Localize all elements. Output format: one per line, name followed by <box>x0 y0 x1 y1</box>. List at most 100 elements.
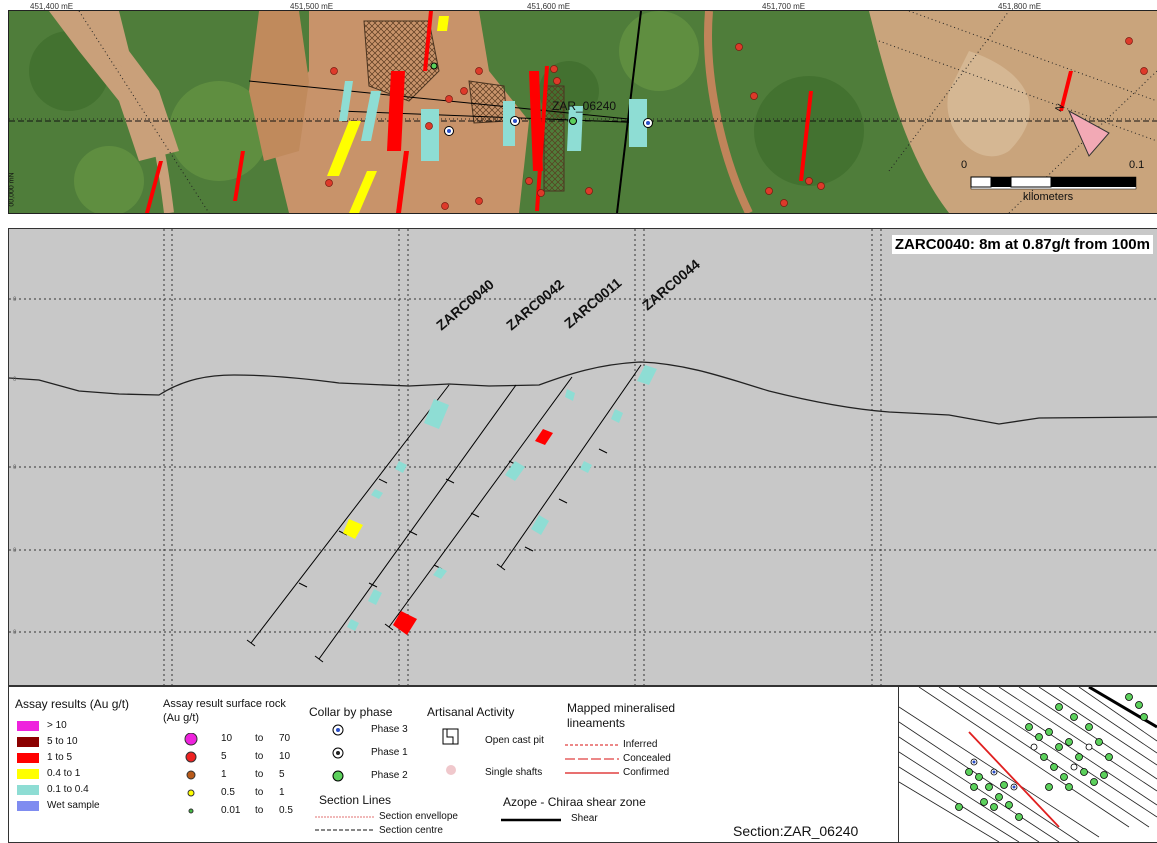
section-grid <box>9 229 1157 685</box>
assay-swatch <box>17 737 39 747</box>
assay-label: 0.4 to 1 <box>47 768 81 779</box>
drillhole-traces <box>250 364 642 660</box>
assay-label: Wet sample <box>47 800 100 811</box>
surface-to: to <box>255 769 264 780</box>
assay-intervals <box>343 365 657 635</box>
northing-label: 00,000 mN <box>8 172 16 207</box>
lineament-symbols <box>565 744 619 774</box>
section-line-symbols <box>315 816 375 831</box>
map-grid <box>9 11 1157 213</box>
surface-to: to <box>255 751 264 762</box>
surface-upper: 0.5 <box>279 805 293 816</box>
surface-symbols <box>184 733 198 814</box>
collar-symbols <box>332 724 344 782</box>
assay-swatch <box>17 769 39 779</box>
collar-legend-title: Collar by phase <box>309 705 393 719</box>
surface-from: 1 <box>221 769 227 780</box>
assay-bars <box>145 11 1073 213</box>
assay-swatch <box>17 785 39 795</box>
section-line-label: Section envellope <box>379 811 458 822</box>
inset-collars-phase3 <box>972 760 1016 789</box>
easting-label: 451,600 mE <box>527 2 571 11</box>
collar-label: Phase 3 <box>371 724 408 735</box>
section-lines-title: Section Lines <box>319 793 392 807</box>
assay-label: 0.1 to 0.4 <box>47 784 89 795</box>
svg-text:0: 0 <box>13 377 17 383</box>
easting-label: 451,400 mE <box>30 2 74 11</box>
inset-shear <box>1088 687 1157 729</box>
surface-from: 0.5 <box>221 787 235 798</box>
surface-samples <box>325 37 1148 210</box>
assay-swatch <box>17 721 39 731</box>
surface-to: to <box>255 805 264 816</box>
cross-section-svg: 0 0 0 0 0 <box>9 229 1157 685</box>
aerial-map-svg: N <box>9 11 1157 213</box>
easting-label: 451,500 mE <box>290 2 334 11</box>
assay-label: 1 to 5 <box>47 752 73 763</box>
north-arrow: N <box>1054 102 1110 157</box>
inset-map[interactable] <box>898 686 1157 843</box>
surface-from: 10 <box>221 733 233 744</box>
surface-to: to <box>255 733 264 744</box>
inset-collars-phase <box>970 743 1093 791</box>
surface-upper: 1 <box>279 787 285 798</box>
svg-text:0: 0 <box>13 465 17 471</box>
aerial-map[interactable]: N 0 0.1 kilometers ZAR_06240 00,000 mN <box>8 10 1157 214</box>
lineament-label: Concealed <box>623 753 671 764</box>
inset-section-lines <box>899 687 1157 842</box>
elevation-ticks: 0 0 0 0 0 <box>13 297 17 636</box>
collar-label: Phase 2 <box>371 770 408 781</box>
section-line-label: Section centre <box>379 825 443 836</box>
surface-from: 0.01 <box>221 805 241 816</box>
road <box>704 11 753 213</box>
surface-upper: 10 <box>279 751 291 762</box>
topography-line <box>9 361 1157 425</box>
svg-text:N: N <box>1054 102 1067 114</box>
assay-swatch <box>17 801 39 811</box>
inset-lineament <box>968 731 1060 828</box>
scale-max: 0.1 <box>1129 159 1145 171</box>
easting-label: 451,800 mE <box>998 2 1042 11</box>
artisanal-symbols <box>442 728 459 775</box>
assay-legend-title: Assay results (Au g/t) <box>15 697 130 711</box>
assay-swatch <box>17 753 39 763</box>
artisanal-legend-title: Artisanal Activity <box>427 705 515 719</box>
artisanal-label: Open cast pit <box>485 735 544 746</box>
cleared-ground <box>249 11 309 161</box>
surface-upper: 70 <box>279 733 291 744</box>
shear-legend-title: Azope - Chiraa shear zone <box>503 795 646 809</box>
svg-text:0: 0 <box>13 548 17 554</box>
shear-symbol <box>501 818 561 822</box>
shear-label: Shear <box>571 813 598 824</box>
inset-collars <box>955 693 1148 821</box>
surface-from: 5 <box>221 751 227 762</box>
road <box>105 37 174 213</box>
swamp-water <box>947 51 1030 157</box>
section-label: ZAR_06240 <box>552 99 617 113</box>
lineament-label: Confirmed <box>623 767 670 778</box>
collar-label: Phase 1 <box>371 747 408 758</box>
svg-text:0: 0 <box>13 630 17 636</box>
cleared-ground <box>49 11 179 161</box>
collars <box>430 62 653 136</box>
inset-map-svg <box>899 687 1157 842</box>
assay-label: > 10 <box>47 720 67 731</box>
result-annotation: ZARC0040: 8m at 0.87g/t from 100m <box>891 235 1153 254</box>
legend: Assay results (Au g/t) > 10 5 to 10 1 to… <box>8 686 900 843</box>
assay-label: 5 to 10 <box>47 736 78 747</box>
drillhole-ticks <box>246 448 608 663</box>
scale-zero: 0 <box>961 159 968 171</box>
surface-legend-title: Assay result surface rock (Au g/t) <box>163 698 286 724</box>
surface-upper: 5 <box>279 769 285 780</box>
lineament-label: Inferred <box>623 739 658 750</box>
easting-label: 451,700 mE <box>762 2 806 11</box>
surface-to: to <box>255 787 264 798</box>
open-cast-pit <box>363 20 440 102</box>
lineament-legend-title: Mapped mineralised lineaments <box>567 701 676 730</box>
scale-unit: kilometers <box>1023 191 1074 203</box>
scale-bar <box>970 176 1137 190</box>
section-name: Section:ZAR_06240 <box>733 823 859 839</box>
svg-text:0: 0 <box>13 297 17 303</box>
